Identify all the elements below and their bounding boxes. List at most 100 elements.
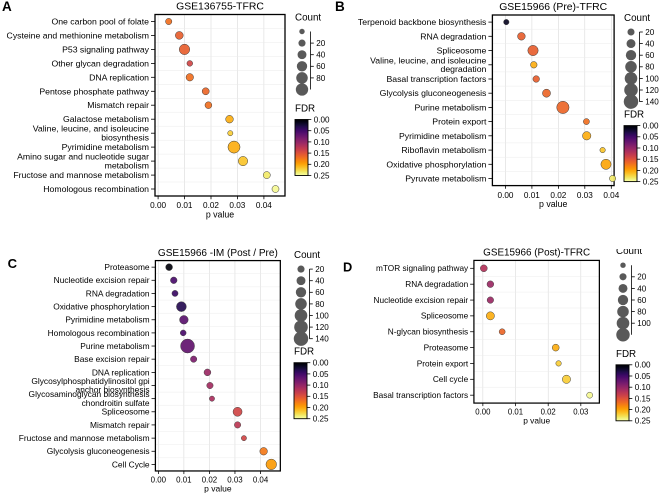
svg-text:0.00: 0.00: [314, 115, 330, 124]
svg-text:0.25: 0.25: [314, 171, 330, 180]
svg-text:0.05: 0.05: [643, 133, 659, 142]
svg-text:Purine metabolism: Purine metabolism: [414, 102, 486, 112]
svg-text:0.05: 0.05: [313, 370, 329, 379]
svg-text:0.15: 0.15: [643, 155, 659, 164]
svg-text:Fructose and mannose metabolis: Fructose and mannose metabolism: [13, 170, 149, 180]
svg-text:0.25: 0.25: [643, 178, 659, 187]
svg-text:0.20: 0.20: [643, 166, 659, 175]
svg-text:Homologous recombination: Homologous recombination: [48, 328, 150, 338]
svg-text:60: 60: [645, 51, 655, 60]
svg-text:0.10: 0.10: [635, 383, 651, 392]
svg-text:Galactose metabolism: Galactose metabolism: [63, 114, 149, 124]
svg-text:FDR: FDR: [616, 349, 636, 360]
svg-text:Riboflavin metabolism: Riboflavin metabolism: [401, 145, 486, 155]
svg-text:DNA replication: DNA replication: [89, 72, 149, 82]
svg-text:Homologous recombination: Homologous recombination: [43, 184, 149, 194]
svg-text:0.03: 0.03: [573, 408, 588, 417]
svg-text:0.15: 0.15: [313, 392, 329, 401]
svg-text:0.15: 0.15: [635, 394, 651, 403]
svg-text:Basal transcription factors: Basal transcription factors: [373, 391, 468, 400]
svg-text:RNA degradation: RNA degradation: [86, 288, 150, 298]
svg-text:FDR: FDR: [295, 104, 315, 115]
svg-text:Pentose phosphate pathway: Pentose phosphate pathway: [39, 86, 149, 96]
svg-text:0.20: 0.20: [313, 403, 329, 412]
svg-text:D: D: [343, 260, 352, 275]
svg-text:60: 60: [316, 288, 326, 297]
svg-text:GSE136755-TFRC: GSE136755-TFRC: [176, 2, 264, 13]
svg-text:p value: p value: [204, 484, 232, 494]
svg-text:0.25: 0.25: [635, 417, 651, 426]
svg-text:Protein export: Protein export: [432, 117, 487, 127]
svg-text:Mismatch repair: Mismatch repair: [87, 100, 149, 110]
svg-text:Glycolysis gluconeogenesis: Glycolysis gluconeogenesis: [380, 88, 487, 98]
svg-text:Fructose and mannose metabolis: Fructose and mannose metabolism: [19, 433, 150, 443]
svg-text:degradation: degradation: [441, 64, 487, 74]
svg-text:20: 20: [637, 273, 647, 282]
svg-text:Cysteine and methionine metabo: Cysteine and methionine metabolism: [7, 30, 149, 40]
svg-text:0.01: 0.01: [524, 191, 540, 200]
svg-text:p value: p value: [523, 416, 550, 426]
svg-text:Pyrimidine metabolism: Pyrimidine metabolism: [62, 142, 149, 152]
svg-text:Spliceosome: Spliceosome: [421, 312, 469, 321]
svg-text:80: 80: [637, 308, 647, 317]
svg-text:20: 20: [316, 39, 326, 48]
svg-text:Spliceosome: Spliceosome: [102, 407, 150, 417]
svg-text:RNA degradation: RNA degradation: [420, 31, 486, 41]
svg-text:80: 80: [316, 74, 326, 83]
svg-text:Count: Count: [295, 13, 321, 24]
svg-text:Cell Cycle: Cell Cycle: [112, 459, 150, 469]
svg-text:120: 120: [645, 86, 659, 95]
svg-text:p value: p value: [206, 210, 234, 220]
svg-text:Basal transcription factors: Basal transcription factors: [386, 74, 487, 84]
svg-text:0.01: 0.01: [177, 201, 193, 210]
svg-text:Pyrimidine metabolism: Pyrimidine metabolism: [399, 131, 486, 141]
svg-text:biosynthesis: biosynthesis: [101, 133, 149, 143]
svg-text:N-glycan biosynthesis: N-glycan biosynthesis: [388, 328, 468, 337]
svg-text:0.00: 0.00: [498, 191, 514, 200]
svg-text:0.00: 0.00: [643, 122, 659, 131]
svg-text:Oxidative phosphorylation: Oxidative phosphorylation: [386, 159, 486, 169]
svg-text:40: 40: [316, 277, 326, 286]
svg-text:GSE15966 (Post)-TFRC: GSE15966 (Post)-TFRC: [483, 248, 590, 259]
svg-text:100: 100: [645, 74, 659, 83]
svg-text:0.20: 0.20: [314, 160, 330, 169]
svg-text:0.00: 0.00: [151, 476, 167, 485]
svg-text:0.10: 0.10: [313, 381, 329, 390]
svg-text:0.04: 0.04: [253, 476, 269, 485]
svg-text:metabolism: metabolism: [105, 161, 149, 171]
svg-text:0.00: 0.00: [150, 201, 166, 210]
svg-text:Proteasome: Proteasome: [104, 262, 149, 272]
svg-text:Count: Count: [616, 249, 642, 257]
svg-text:Proteasome: Proteasome: [424, 343, 469, 352]
svg-text:0.05: 0.05: [635, 372, 651, 381]
svg-text:Oxidative phosphorylation: Oxidative phosphorylation: [53, 302, 150, 312]
svg-text:B: B: [335, 0, 345, 14]
svg-text:Pyruvate metabolism: Pyruvate metabolism: [405, 174, 486, 184]
svg-text:0.00: 0.00: [313, 359, 329, 368]
svg-text:140: 140: [316, 335, 330, 344]
svg-text:120: 120: [316, 323, 330, 332]
svg-text:Other glycan degradation: Other glycan degradation: [51, 58, 149, 68]
svg-text:0.25: 0.25: [313, 415, 329, 424]
svg-text:Protein export: Protein export: [417, 359, 469, 368]
svg-text:Cell cycle: Cell cycle: [433, 375, 469, 384]
svg-text:0.03: 0.03: [577, 191, 593, 200]
svg-text:One carbon pool of folate: One carbon pool of folate: [51, 17, 149, 27]
svg-text:20: 20: [645, 28, 655, 37]
svg-text:60: 60: [637, 296, 647, 305]
svg-text:p value: p value: [539, 199, 567, 209]
svg-text:Glycolysis gluconeogenesis: Glycolysis gluconeogenesis: [47, 446, 150, 456]
svg-text:Purine metabolism: Purine metabolism: [80, 341, 149, 351]
svg-text:Pyrimidine metabolism: Pyrimidine metabolism: [65, 315, 149, 325]
svg-text:100: 100: [637, 319, 651, 328]
svg-text:0.20: 0.20: [635, 406, 651, 415]
svg-text:80: 80: [316, 300, 326, 309]
svg-text:Base excision repair: Base excision repair: [74, 354, 150, 364]
svg-text:Terpenoid backbone biosynthesi: Terpenoid backbone biosynthesis: [358, 17, 487, 27]
svg-text:Spliceosome: Spliceosome: [437, 46, 487, 56]
svg-text:0.00: 0.00: [475, 408, 491, 417]
svg-text:Nucleotide excision repair: Nucleotide excision repair: [54, 275, 150, 285]
svg-text:GSE15966 -IM (Post / Pre): GSE15966 -IM (Post / Pre): [158, 248, 278, 259]
svg-text:60: 60: [316, 62, 326, 71]
svg-text:Mismatch repair: Mismatch repair: [90, 420, 150, 430]
